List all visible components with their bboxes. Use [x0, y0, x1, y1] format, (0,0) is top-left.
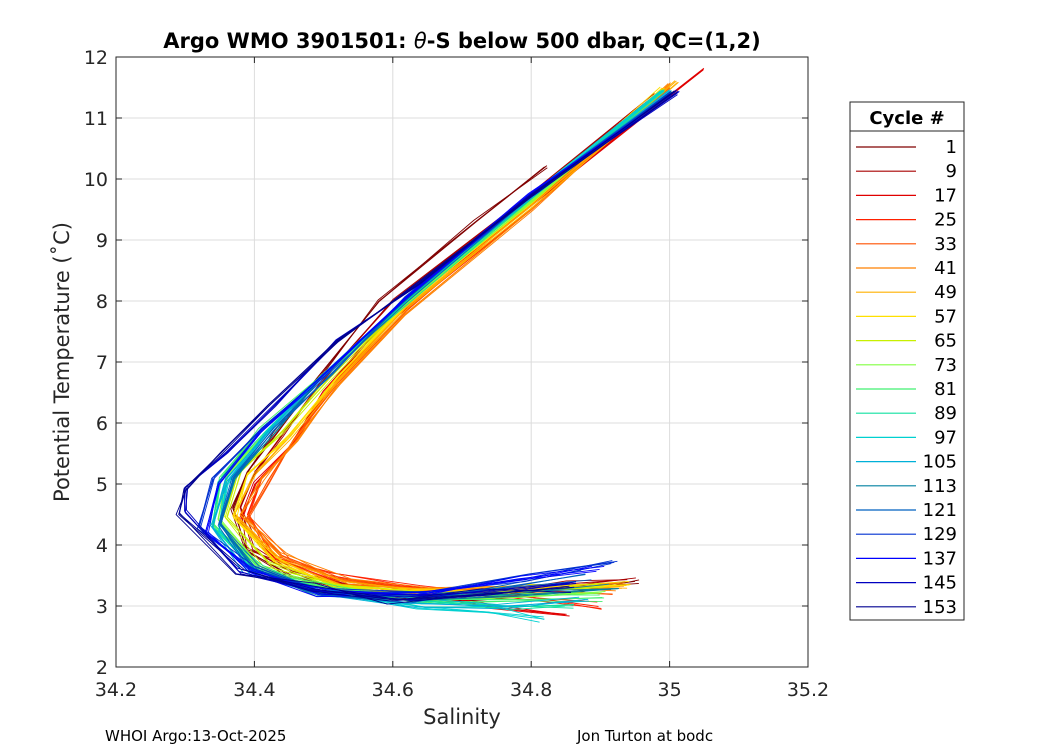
legend-label-113: 113: [923, 476, 957, 497]
y-tick-label: 10: [84, 169, 108, 191]
y-tick-label: 9: [96, 230, 108, 252]
y-tick-label: 7: [96, 352, 108, 374]
y-tick-label: 5: [96, 474, 108, 496]
chart-title: Argo WMO 3901501: θ-S below 500 dbar, QC…: [163, 29, 760, 53]
title-prefix: Argo WMO 3901501:: [163, 29, 414, 53]
footer-left: WHOI Argo:13-Oct-2025: [105, 727, 286, 745]
title-suffix: -S below 500 dbar, QC=(1,2): [427, 29, 761, 53]
legend-label-81: 81: [934, 379, 957, 400]
x-tick-label: 34.4: [233, 679, 275, 701]
y-tick-label: 6: [96, 413, 108, 435]
legend-title: Cycle #: [869, 108, 944, 129]
y-tick-label: 11: [84, 108, 108, 130]
footer-right: Jon Turton at bodc: [576, 727, 713, 745]
profile-line-cycle-145: [185, 92, 677, 596]
legend-label-25: 25: [934, 210, 957, 231]
x-axis-label: Salinity: [423, 705, 501, 729]
title-theta: θ: [414, 29, 427, 53]
legend-label-1: 1: [946, 137, 957, 158]
legend-label-33: 33: [934, 234, 957, 255]
profile-line-cycle-137: [205, 90, 676, 596]
legend-label-9: 9: [946, 161, 957, 182]
series-153: [175, 90, 679, 605]
profile-line-cycle-41: [241, 82, 671, 589]
ticks: 34.2 34.4 34.6 34.8 35 35.2 2 3 4 5 6 7 8 9 10 11 12: [84, 47, 829, 701]
y-tick-label: 8: [96, 291, 108, 313]
legend-label-105: 105: [923, 452, 957, 473]
x-tick-label: 35.2: [787, 679, 829, 701]
legend-label-153: 153: [923, 597, 957, 618]
legend-label-137: 137: [923, 548, 957, 569]
legend-label-89: 89: [934, 403, 957, 424]
legend-label-49: 49: [934, 282, 957, 303]
legend-label-97: 97: [934, 427, 957, 448]
legend: Cycle # 1 9 17 25 33 41 49 57 65 73 81 89 97 105 113 12…: [849, 101, 965, 621]
x-tick-label: 34.6: [372, 679, 414, 701]
legend-label-129: 129: [923, 524, 957, 545]
legend-label-41: 41: [934, 258, 957, 279]
y-tick-label: 12: [84, 47, 108, 69]
legend-label-57: 57: [934, 306, 957, 327]
y-tick-label: 2: [96, 657, 108, 679]
profile-line-cycle-153: [179, 90, 679, 605]
legend-label-17: 17: [934, 185, 957, 206]
x-tick-label: 34.8: [510, 679, 552, 701]
legend-label-121: 121: [923, 500, 957, 521]
legend-label-65: 65: [934, 331, 957, 352]
profile-line-cycle-153: [175, 90, 675, 601]
y-tick-label: 4: [96, 535, 108, 557]
legend-label-73: 73: [934, 355, 957, 376]
series-layer: [175, 67, 705, 623]
profile-line-cycle-49: [234, 81, 679, 593]
x-tick-label: 34.2: [95, 679, 137, 701]
legend-label-145: 145: [923, 573, 957, 594]
y-axis-label: Potential Temperature (˚C): [50, 222, 74, 502]
y-tick-label: 3: [96, 596, 108, 618]
x-tick-label: 35: [658, 679, 682, 701]
